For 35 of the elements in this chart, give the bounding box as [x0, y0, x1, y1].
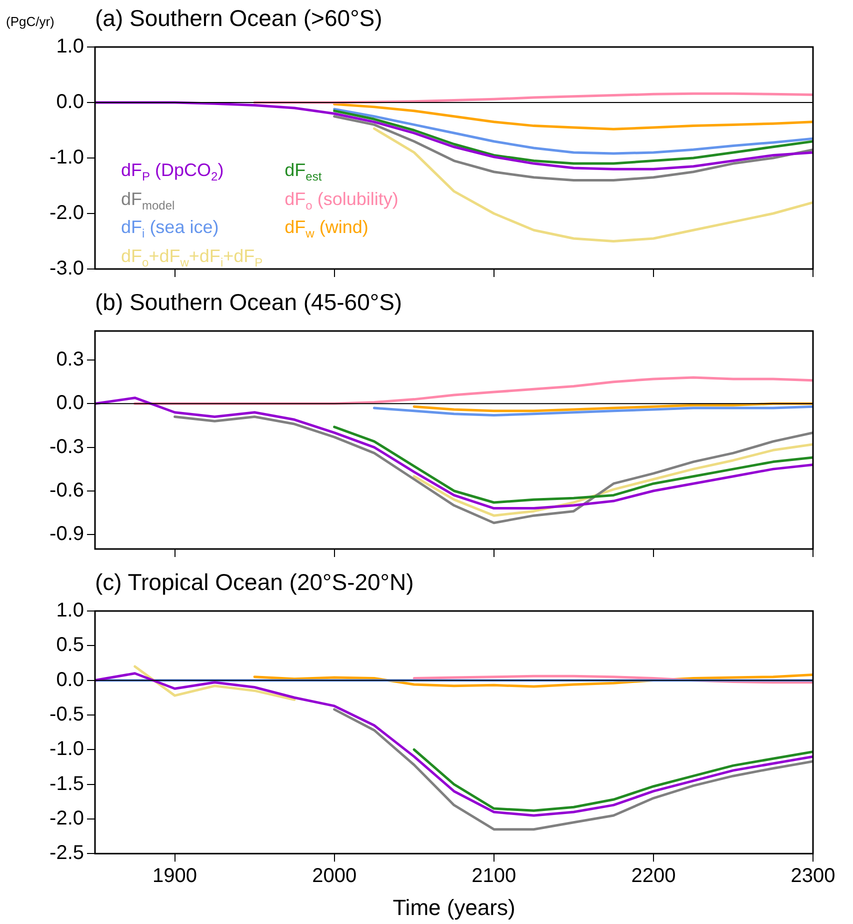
text: dF$_{o}$+dF$_{w}$+dF$_{i}$+dF$_{P}$ — [121, 244, 263, 272]
x-axis-title: Time (years) — [392, 894, 516, 920]
x-tick-label: 2300 — [790, 865, 836, 888]
y-tick-label: 1.0 — [56, 36, 84, 58]
chart-title: (a) Southern Ocean (>60°S) — [95, 4, 384, 32]
y-tick-label: -2.0 — [50, 807, 84, 830]
text: dF$_{P}$ (DpCO$_{2}$) — [121, 159, 225, 186]
y-tick-label: -0.9 — [50, 522, 84, 545]
y-tick-label: 0.0 — [56, 668, 84, 691]
text: dF$_{i}$ (sea ice) — [121, 216, 220, 243]
y-tick-label: -0.6 — [50, 479, 84, 502]
y-tick-label: -1.0 — [50, 738, 84, 760]
text: dF$_{model}$ — [121, 188, 176, 214]
y-tick-label: 0.0 — [56, 91, 84, 114]
y-tick-label: -3.0 — [50, 258, 84, 280]
y-tick-label: 1.0 — [56, 600, 84, 622]
chart-title: (b) Southern Ocean (45-60°S) — [95, 288, 404, 316]
x-tick-label: 2000 — [312, 865, 357, 888]
y-axis-title: (PgC/yr) — [6, 14, 54, 29]
y-tick-label: 0.0 — [56, 392, 84, 414]
text: dF$_{est}$ — [284, 159, 323, 186]
text: dF$_{o}$ (solubility) — [284, 188, 398, 214]
y-tick-label: 0.3 — [56, 348, 84, 371]
y-tick-label: -2.0 — [50, 202, 84, 224]
y-tick-label: -0.3 — [50, 436, 84, 458]
y-tick-label: -0.5 — [50, 703, 84, 726]
y-tick-label: -2.5 — [50, 842, 84, 864]
y-tick-label: 0.5 — [56, 634, 84, 656]
y-tick-label: -1.5 — [50, 772, 84, 795]
y-tick-label: -1.0 — [50, 146, 84, 169]
chart-title: (c) Tropical Ocean (20°S-20°N) — [95, 568, 415, 596]
x-tick-label: 1900 — [152, 865, 198, 888]
x-tick-label: 2200 — [631, 865, 676, 888]
x-tick-label: 2100 — [472, 865, 516, 888]
text: dF$_{w}$ (wind) — [284, 216, 370, 243]
